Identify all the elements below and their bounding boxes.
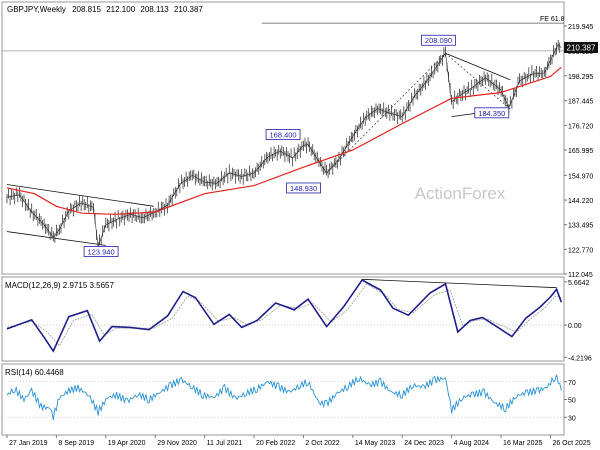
macd-signal-line [6, 283, 562, 347]
x-tick-label: 26 Oct 2025 [552, 440, 590, 447]
price-y-axis: 219.945209.120198.295187.445176.720165.9… [564, 24, 593, 279]
price-annotation-label: 148.930 [290, 184, 317, 193]
date-axis: 27 Jan 2019 8 Sep 2019 19 Apr 2020 29 Nov 2… [6, 435, 591, 447]
price-annotation-label: 184.350 [478, 109, 505, 118]
macd-y-tick-label: -4.2196 [568, 355, 592, 362]
price-y-tick-label: 198.295 [568, 74, 593, 81]
price-line [6, 43, 562, 247]
price-annotation-box [83, 246, 119, 257]
macd-trend-line [362, 278, 557, 289]
price-y-tick-label: 133.495 [568, 223, 593, 230]
macd-y-tick-label: 0.00 [568, 323, 582, 330]
x-tick-label: 8 Sep 2019 [58, 440, 94, 447]
macd-title: MACD(12,26,9) 2.9715 3.5657 [5, 281, 115, 290]
price-annotation-label: 123.940 [88, 248, 115, 257]
macd-panel: 5.6642 0.00 -4.2196 [2, 278, 592, 362]
rsi-title: RSI(14) 60.4468 [5, 368, 64, 377]
fib-level-label: FE 61.8 [540, 16, 565, 23]
price-annotation-label: 168.400 [269, 130, 296, 139]
price-annotation-label: 208.090 [425, 36, 452, 45]
moving-average-line [6, 66, 562, 215]
x-tick-label: 24 Dec 2023 [404, 440, 444, 447]
price-y-tick-label: 154.970 [568, 173, 593, 180]
channel-trend-line [445, 52, 511, 81]
rsi-line [6, 374, 562, 420]
x-tick-label: 2 Oct 2022 [305, 440, 339, 447]
price-y-tick-label: 122.770 [568, 247, 593, 254]
x-tick-label: 11 Jul 2021 [207, 440, 243, 447]
current-price-label: 210.387 [567, 44, 596, 53]
channel-trend-line [6, 231, 106, 246]
rsi-y-tick-label: 70 [568, 380, 576, 387]
price-annotation-box [474, 107, 510, 119]
x-tick-label: 19 Apr 2020 [108, 440, 146, 447]
x-tick-label: 29 Nov 2020 [157, 440, 197, 447]
ohlc-high: 212.100 [106, 5, 135, 14]
price-y-tick-label: 165.995 [568, 148, 593, 155]
price-y-tick-label: 112.045 [568, 272, 593, 279]
price-lines [6, 40, 562, 252]
x-tick-label: 27 Jan 2019 [9, 440, 48, 447]
chart-title: GBPJPY,Weekly 208.815 212.100 208.113 21… [7, 5, 203, 14]
rsi-y-tick-label: 50 [568, 398, 576, 405]
price-annotations: 208.090 168.400 148.930 123.940 184.350 [83, 34, 510, 257]
watermark: ActionForex [415, 184, 506, 203]
ohlc-close: 210.387 [174, 5, 203, 14]
price-annotation-box [265, 129, 301, 140]
x-tick-label: 4 Aug 2024 [454, 440, 490, 447]
projection-dashed-line [445, 52, 509, 109]
projection-dashed-line [326, 53, 446, 174]
rsi-panel-frame [1, 363, 565, 436]
rsi-y-tick-label: 30 [568, 415, 576, 422]
macd-line [6, 279, 563, 353]
x-tick-label: 16 Mar 2025 [503, 440, 542, 447]
price-annotation-box [286, 182, 321, 194]
price-y-tick-label: 187.445 [568, 99, 593, 106]
x-tick-label: 20 Feb 2022 [256, 440, 295, 447]
x-tick-label: 14 May 2023 [355, 440, 396, 447]
price-annotation-box [421, 34, 456, 46]
price-y-tick-label: 144.220 [568, 198, 593, 205]
channel-trend-line [6, 184, 154, 207]
ohlc-open: 208.815 [72, 5, 101, 14]
price-y-tick-label: 176.720 [568, 123, 593, 130]
macd-panel-frame [1, 276, 565, 362]
symbol-timeframe: GBPJPY,Weekly [7, 5, 66, 14]
rsi-panel: 70 50 30 [2, 374, 576, 422]
macd-y-tick-label: 5.6642 [568, 280, 590, 287]
price-y-tick-label: 219.945 [568, 24, 593, 31]
ohlc-low: 208.113 [140, 5, 169, 14]
current-price-tag [564, 42, 598, 53]
